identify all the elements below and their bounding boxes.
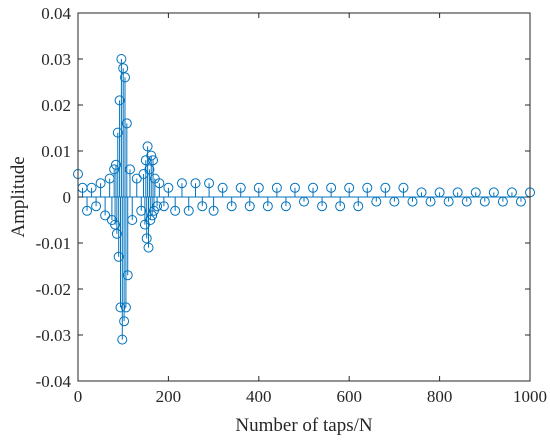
stem-marker bbox=[112, 127, 123, 138]
stem-marker bbox=[515, 196, 526, 207]
stem-marker bbox=[141, 233, 152, 244]
stem-marker bbox=[335, 201, 346, 212]
stem-marker bbox=[271, 182, 282, 193]
stem-marker bbox=[147, 210, 158, 221]
y-tick-label: 0 bbox=[63, 188, 72, 207]
stem-marker bbox=[317, 201, 328, 212]
stem-marker bbox=[117, 334, 128, 345]
stem-marker bbox=[91, 201, 102, 212]
stem-marker bbox=[479, 196, 490, 207]
stem-marker bbox=[353, 201, 364, 212]
stem-marker bbox=[344, 182, 355, 193]
x-tick-label: 600 bbox=[336, 387, 362, 406]
stem-marker bbox=[154, 178, 165, 189]
stem-marker bbox=[416, 187, 427, 198]
stem-marker bbox=[170, 205, 181, 216]
stem-marker bbox=[443, 196, 454, 207]
stem-marker bbox=[280, 201, 291, 212]
y-tick-label: -0.02 bbox=[36, 280, 71, 299]
stem-marker bbox=[136, 205, 147, 216]
axes: 0 200 400 600 800 1000 -0.04 -0.03 -0.02 -0.01 0 0.… bbox=[36, 4, 547, 406]
stem-marker bbox=[262, 201, 273, 212]
stem-marker bbox=[110, 159, 121, 170]
stem-marker bbox=[398, 182, 409, 193]
stem-marker bbox=[176, 178, 187, 189]
stem-marker bbox=[289, 182, 300, 193]
stem-marker bbox=[371, 196, 382, 207]
stem-marker bbox=[183, 205, 194, 216]
stem-marker bbox=[158, 201, 169, 212]
stem-marker bbox=[299, 196, 309, 207]
stem-marker bbox=[119, 316, 130, 327]
stem-marker bbox=[121, 118, 132, 129]
stem-marker bbox=[425, 196, 436, 207]
stem-marker bbox=[163, 182, 174, 193]
stem-marker bbox=[488, 187, 499, 198]
stem-marker bbox=[380, 182, 391, 193]
stem-marker bbox=[204, 178, 215, 189]
stem-marker bbox=[100, 210, 111, 221]
stem-marker bbox=[461, 196, 472, 207]
stem-marker bbox=[109, 164, 120, 175]
plot-area bbox=[73, 54, 535, 345]
stem-marker bbox=[86, 182, 97, 193]
stem-marker bbox=[145, 215, 156, 225]
stem-marker bbox=[142, 141, 153, 152]
stem-marker bbox=[120, 72, 131, 83]
y-tick-label: -0.01 bbox=[36, 234, 71, 253]
y-tick-label: 0.02 bbox=[41, 96, 71, 115]
stem-marker bbox=[113, 251, 124, 262]
stem-marker bbox=[82, 205, 93, 216]
y-axis-label: Amplitude bbox=[8, 156, 29, 237]
stem-marker bbox=[226, 201, 237, 212]
stem-marker bbox=[122, 270, 133, 281]
stem-marker bbox=[146, 150, 157, 161]
stem-marker bbox=[111, 228, 122, 239]
stem-marker bbox=[434, 187, 445, 198]
stem-marker bbox=[217, 182, 228, 193]
x-tick-label: 200 bbox=[156, 387, 182, 406]
stem-marker bbox=[144, 164, 155, 175]
x-tick-label: 400 bbox=[246, 387, 272, 406]
x-tick-label: 0 bbox=[74, 387, 83, 406]
x-tick-label: 1000 bbox=[513, 387, 547, 406]
stem-marker bbox=[470, 187, 481, 198]
stem-marker bbox=[95, 178, 106, 189]
stem-marker bbox=[308, 182, 319, 193]
stem-marker bbox=[452, 187, 463, 198]
stem-marker bbox=[235, 182, 246, 193]
y-tick-label: -0.04 bbox=[36, 372, 72, 391]
stem-marker bbox=[389, 196, 400, 207]
stem-marker bbox=[497, 196, 508, 207]
stem-marker bbox=[120, 302, 131, 313]
y-tick-label: -0.03 bbox=[36, 326, 71, 345]
stem-marker bbox=[244, 201, 255, 212]
stem-marker bbox=[110, 219, 121, 230]
x-axis-label: Number of taps/N bbox=[235, 415, 372, 436]
y-tick-label: 0.04 bbox=[41, 4, 71, 23]
stem-marker bbox=[407, 196, 418, 207]
stem-marker bbox=[152, 201, 163, 212]
stem-marker bbox=[143, 242, 154, 253]
stem-marker bbox=[208, 205, 219, 216]
stem-marker bbox=[197, 201, 208, 212]
stem-marker bbox=[116, 54, 127, 64]
stem-marker bbox=[362, 182, 373, 193]
stem-marker bbox=[253, 182, 264, 193]
stem-marker bbox=[114, 95, 125, 106]
x-tick-label: 800 bbox=[427, 387, 453, 406]
y-tick-label: 0.01 bbox=[41, 142, 71, 161]
stem-marker bbox=[506, 187, 517, 198]
stem-marker bbox=[118, 63, 129, 74]
stem-marker bbox=[131, 173, 142, 184]
y-tick-label: 0.03 bbox=[41, 50, 71, 69]
stem-marker bbox=[115, 302, 126, 313]
stem-marker bbox=[127, 215, 138, 225]
stem-marker bbox=[326, 182, 337, 193]
stem-marker bbox=[190, 178, 201, 189]
stem-marker bbox=[148, 155, 159, 166]
stem-marker bbox=[124, 164, 135, 175]
